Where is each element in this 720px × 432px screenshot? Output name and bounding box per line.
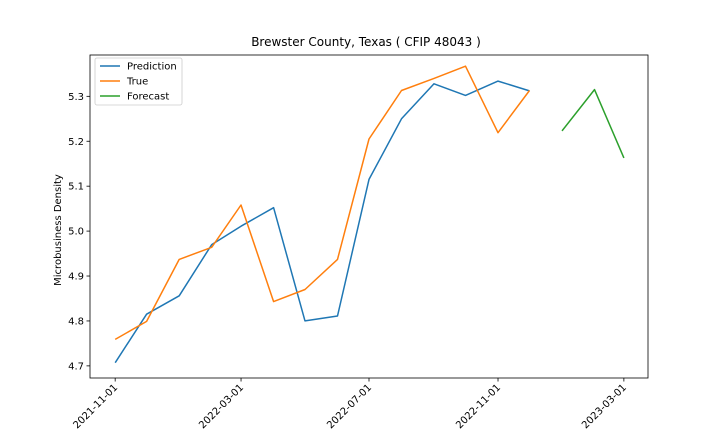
series-line-forecast [561,88,625,159]
legend-label-prediction: Prediction [127,62,177,73]
y-tick-label: 5.1 [68,182,84,193]
series-line-prediction [114,80,530,364]
series-line-true [114,65,531,341]
legend-box [94,57,183,106]
legend-label-true: True [126,77,148,88]
y-tick-label: 5.3 [68,92,84,103]
chart-title: Brewster County, Texas ( CFIP 48043 ) [251,35,481,49]
x-tick-label: 2022-11-01 [454,382,503,431]
x-tick-label: 2022-07-01 [325,382,374,431]
x-tick-label: 2023-03-01 [580,382,629,431]
y-tick-label: 4.9 [68,272,84,283]
axes: 4.7 4.8 4.9 5.0 5.1 5.2 5.3 2021-11-01 2022-03-0… [68,54,649,431]
legend: Prediction True Forecast [94,57,183,106]
y-tick-label: 5.2 [68,137,84,148]
legend-label-forecast: Forecast [127,92,169,103]
y-tick-label: 5.0 [68,227,84,238]
y-tick-label: 4.7 [68,361,84,372]
x-tick-label: 2022-03-01 [197,382,246,431]
x-tick-label: 2021-11-01 [71,382,120,431]
plot-lines [114,65,625,364]
y-tick-label: 4.8 [68,316,84,327]
y-axis-label: Microbusiness Density [53,174,64,286]
